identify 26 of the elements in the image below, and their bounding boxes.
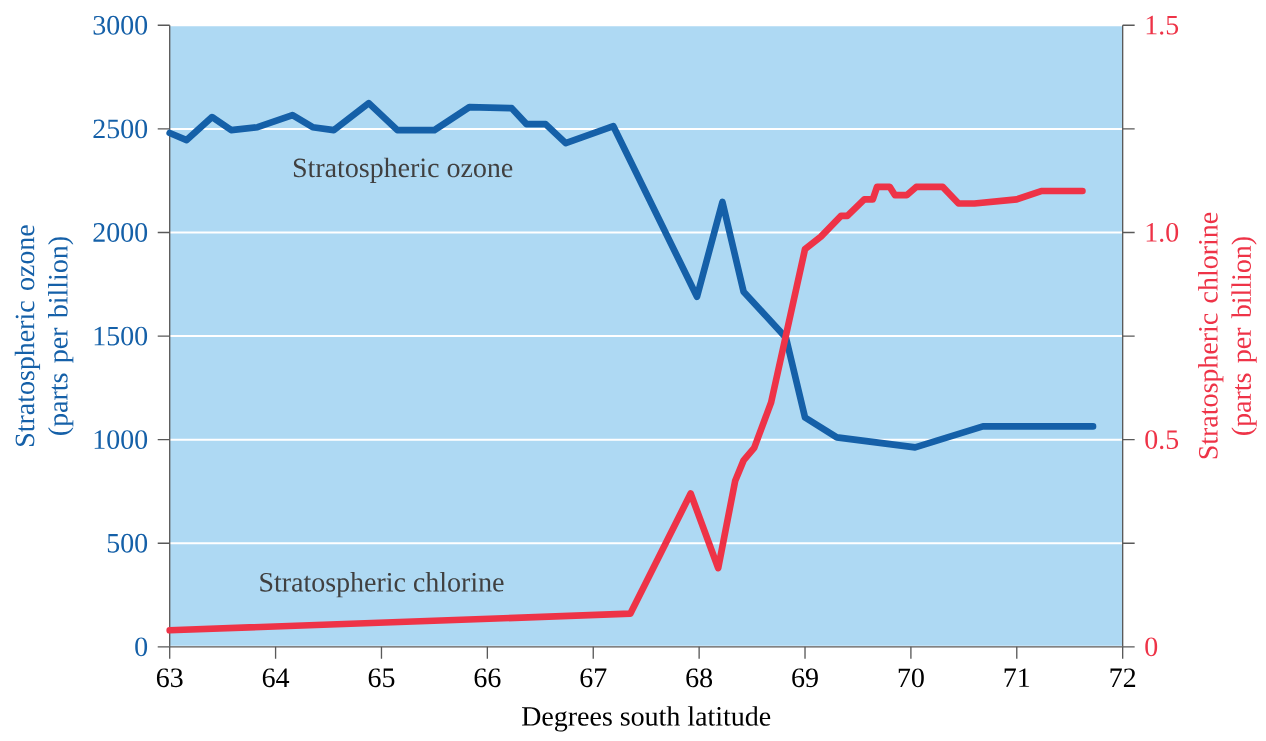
y-tick-label: 2000 [93, 223, 148, 242]
y2-tick-label: 1.5 [1146, 15, 1179, 35]
y2-tick-label: 1.0 [1146, 223, 1179, 243]
x-tick-label: 71 [1004, 668, 1030, 687]
y-tick-label: 2500 [93, 119, 148, 139]
y2-tick-label: 0.5 [1145, 430, 1179, 450]
x-tick-label: 67 [580, 668, 607, 688]
x-tick-label: 66 [474, 668, 501, 688]
y-tick-label: 3000 [93, 15, 148, 35]
x-tick-label: 70 [898, 668, 924, 688]
x-tick-label: 69 [792, 668, 818, 688]
x-tick-label: 63 [156, 668, 183, 688]
y-tick-label: 1000 [94, 430, 148, 450]
y-tick-label: 1500 [94, 326, 148, 346]
x-tick-label: 65 [368, 668, 395, 688]
x-tick-label: 68 [686, 668, 713, 688]
y-tick-label: 500 [107, 533, 148, 553]
y-axis-title: Stratospheric ozone (parts per billion) [14, 225, 74, 446]
x-axis-title: Degrees south latitude [522, 706, 771, 732]
series-label: Stratospheric chlorine [260, 572, 504, 598]
series-label: Stratospheric ozone [293, 157, 513, 184]
y-tick-label: 0 [135, 637, 148, 657]
y2-axis-title: Stratospheric chlorine (parts per billion) [1198, 212, 1257, 459]
x-tick-label: 72 [1110, 668, 1136, 687]
x-tick-label: 64 [262, 668, 290, 688]
y2-tick-label: 0 [1145, 637, 1158, 657]
